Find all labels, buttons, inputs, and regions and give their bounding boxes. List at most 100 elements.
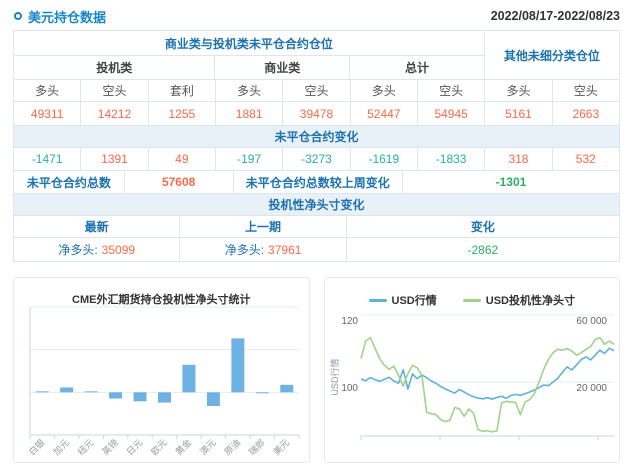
circle-bullet-icon xyxy=(14,12,22,20)
bar-白银[interactable] xyxy=(35,391,49,393)
blue-line-swatch-icon xyxy=(368,298,387,302)
legend-label: USD行情 xyxy=(391,295,437,307)
net-section-header-row: 投机性净头寸变化 xyxy=(14,194,619,216)
x-axis-label: 英镑 xyxy=(99,437,120,458)
change-value: -1471 xyxy=(14,148,82,170)
open-interest-value: 39478 xyxy=(283,102,351,125)
col-header: 空头 xyxy=(81,80,149,101)
net-previous-label: 净多头: xyxy=(224,243,265,257)
col-header: 多头 xyxy=(216,80,284,101)
x-axis-label: 白银 xyxy=(26,437,47,458)
table-group-header-row: 商业类与投机类未平仓合约仓位 投机类 商业类 总计 其他未细分类仓位 xyxy=(14,31,619,80)
change-value: -197 xyxy=(216,148,284,170)
open-interest-row: 49311 14212 1255 1881 39478 52447 54945 … xyxy=(14,102,619,126)
left-axis-tick-label: 120 xyxy=(341,316,358,327)
col-header: 空头 xyxy=(573,84,598,98)
change-value: -3273 xyxy=(283,148,351,170)
x-axis-label: 欧元 xyxy=(148,437,169,458)
bar-chart-panel: CME外汇期货持仓投机性净头寸统计 白银 加元 纽元 英镑 日元 欧元 黄金 澳元 原油 瑞郎 美元 xyxy=(13,277,310,463)
x-axis-label: 原油 xyxy=(222,437,243,458)
open-interest-value: 1881 xyxy=(216,102,284,125)
bar-英镑[interactable] xyxy=(109,392,123,399)
net-previous-value: 37961 xyxy=(268,242,302,257)
net-col-change: 变化 xyxy=(470,220,495,234)
bar-加元[interactable] xyxy=(60,387,74,393)
bar-瑞郎[interactable] xyxy=(255,392,269,394)
total-change-label: 未平仓合约总数较上周变化 xyxy=(234,171,403,193)
total-change-value: -1301 xyxy=(495,175,527,189)
open-interest-value: 5161 xyxy=(485,102,553,125)
group-other-header: 其他未细分类仓位 xyxy=(503,48,600,63)
x-axis-label: 日元 xyxy=(125,437,145,457)
charts-row: CME外汇期货持仓投机性净头寸统计 白银 加元 纽元 英镑 日元 欧元 黄金 澳元 原油 瑞郎 美元… xyxy=(13,277,620,463)
group-main-block: 商业类与投机类未平仓合约仓位 投机类 商业类 总计 xyxy=(14,31,485,79)
column-header-row: 多头 空头 套利 多头 空头 多头 空头 多头 空头 xyxy=(14,80,619,102)
x-axis-label: 黄金 xyxy=(173,437,194,458)
line-series-USD投机性净头寸[interactable] xyxy=(359,336,614,433)
total-open-interest-value: 57608 xyxy=(125,171,234,193)
subgroup-commercial: 商业类 xyxy=(215,56,351,79)
col-header: 套利 xyxy=(149,80,216,101)
x-axis-label: 澳元 xyxy=(197,437,218,458)
group-main-header: 商业类与投机类未平仓合约仓位 xyxy=(164,36,333,51)
change-value: -1833 xyxy=(418,148,486,170)
legend-item-usd-net-position[interactable]: USD投机性净头寸 xyxy=(462,292,575,308)
col-header: 多头 xyxy=(485,80,553,101)
x-axis-label: 纽元 xyxy=(75,437,96,458)
open-interest-value: 52447 xyxy=(351,102,418,125)
usd-price-vs-net-position-line-chart[interactable]: 120 100 60 000 20 000 USD行情 xyxy=(325,278,619,462)
change-section-header: 未平仓合约变化 xyxy=(274,130,359,144)
open-interest-value: 2663 xyxy=(572,106,600,121)
page-title: 美元持仓数据 xyxy=(14,7,106,26)
open-interest-value: 49311 xyxy=(14,102,82,125)
page-header: 美元持仓数据 2022/08/17-2022/08/23 xyxy=(0,0,631,30)
positions-table: 商业类与投机类未平仓合约仓位 投机类 商业类 总计 其他未细分类仓位 多头 空头… xyxy=(13,30,620,262)
bar-美元[interactable] xyxy=(280,384,294,393)
bar-黄金[interactable] xyxy=(182,364,196,393)
x-axis-label: 加元 xyxy=(51,437,71,457)
section-header-row: 未平仓合约变化 xyxy=(14,126,619,148)
x-axis-label: 美元 xyxy=(271,437,292,458)
bar-日元[interactable] xyxy=(133,392,147,402)
legend-item-usd-price[interactable]: USD行情 xyxy=(368,292,437,308)
line-series-USD行情[interactable] xyxy=(360,347,614,400)
bar-欧元[interactable] xyxy=(158,392,171,403)
x-axis-label: 瑞郎 xyxy=(246,437,267,458)
line-chart-legend: USD行情 USD投机性净头寸 xyxy=(325,292,620,308)
change-value: 532 xyxy=(575,152,596,166)
change-row: -1471 1391 49 -197 -3273 -1619 -1833 318… xyxy=(14,148,619,171)
left-axis-title: USD行情 xyxy=(329,358,340,395)
net-previous-cell: 净多头: 37961 xyxy=(180,238,347,261)
open-interest-value: 54945 xyxy=(418,102,486,125)
change-value: 49 xyxy=(149,148,216,170)
cme-net-position-bar-chart[interactable]: 白银 加元 纽元 英镑 日元 欧元 黄金 澳元 原油 瑞郎 美元 xyxy=(14,278,306,462)
net-latest-cell: 净多头: 35099 xyxy=(14,238,181,261)
bar-纽元[interactable] xyxy=(84,391,98,393)
col-header: 多头 xyxy=(351,80,418,101)
open-interest-value: 14212 xyxy=(81,102,149,125)
net-change-value: -2862 xyxy=(467,242,499,257)
right-axis-tick-label: 60 000 xyxy=(576,316,607,327)
totals-row: 未平仓合约总数 57608 未平仓合约总数较上周变化 -1301 xyxy=(14,171,619,194)
net-section-header: 投机性净头寸变化 xyxy=(268,198,365,212)
change-value: -1619 xyxy=(351,148,418,170)
col-header: 空头 xyxy=(418,80,486,101)
bar-澳元[interactable] xyxy=(206,392,220,406)
net-col-latest: 最新 xyxy=(14,216,181,237)
left-axis-tick-label: 100 xyxy=(341,383,358,394)
net-values-row: 净多头: 35099 净多头: 37961 -2862 xyxy=(14,238,619,261)
date-range: 2022/08/17-2022/08/23 xyxy=(490,9,620,23)
page-title-text: 美元持仓数据 xyxy=(28,9,107,25)
col-header: 多头 xyxy=(14,80,82,101)
net-latest-value: 35099 xyxy=(101,242,136,257)
net-columns-row: 最新 上一期 变化 xyxy=(14,216,619,238)
total-open-interest-label: 未平仓合约总数 xyxy=(14,171,125,193)
line-chart-panel: USD行情 USD投机性净头寸 120 100 60 000 20 000 USD行情 xyxy=(323,277,620,463)
bar-原油[interactable] xyxy=(231,338,245,393)
right-axis-tick-label: 20 000 xyxy=(576,383,607,394)
col-header: 空头 xyxy=(283,80,351,101)
green-line-swatch-icon xyxy=(462,298,481,302)
subgroup-speculative: 投机类 xyxy=(14,56,216,79)
open-interest-value: 1255 xyxy=(149,102,216,125)
subgroup-total: 总计 xyxy=(404,61,429,75)
